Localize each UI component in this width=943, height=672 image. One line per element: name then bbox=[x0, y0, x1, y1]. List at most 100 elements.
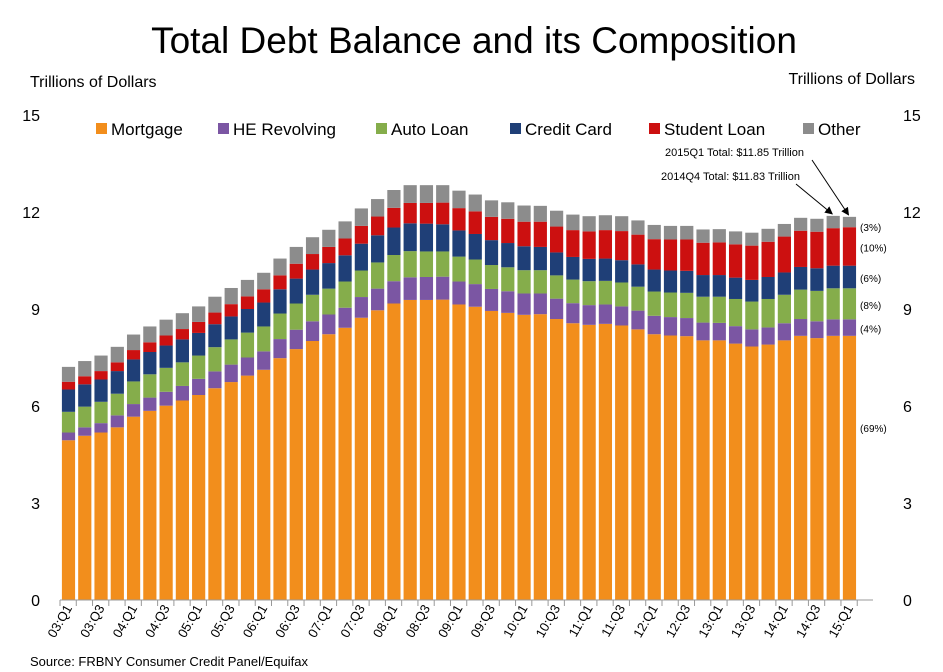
bar-segment-student-loan bbox=[159, 335, 173, 346]
bar-segment-other bbox=[680, 225, 694, 240]
bar-segment-student-loan bbox=[371, 216, 385, 236]
bar-segment-he-revolving bbox=[419, 276, 434, 300]
x-tick-label: 14:Q3 bbox=[793, 602, 824, 640]
bar-segment-student-loan bbox=[387, 207, 401, 228]
bar-stack-06:Q4 bbox=[305, 237, 320, 600]
legend-swatch bbox=[218, 123, 229, 134]
x-tick-label: 03:Q1 bbox=[44, 602, 75, 640]
bar-segment-mortgage bbox=[566, 323, 580, 600]
bar-segment-he-revolving bbox=[192, 378, 206, 396]
bar-segment-other bbox=[761, 228, 775, 242]
bar-stack-15:Q1 bbox=[842, 216, 857, 600]
bar-segment-mortgage bbox=[126, 416, 141, 600]
bar-segment-credit-card bbox=[761, 276, 775, 299]
bar-segment-he-revolving bbox=[257, 351, 271, 370]
bar-segment-mortgage bbox=[517, 314, 531, 600]
left-y-tick-label: 15 bbox=[22, 108, 40, 125]
legend-swatch bbox=[96, 123, 107, 134]
x-tick-label: 05:Q3 bbox=[207, 602, 238, 640]
bar-segment-mortgage bbox=[631, 329, 645, 600]
total-annotations: 2015Q1 Total: $11.85 Trillion 2014Q4 Tota… bbox=[661, 147, 850, 216]
bar-segment-mortgage bbox=[810, 338, 824, 600]
bar-segment-credit-card bbox=[550, 252, 564, 276]
bar-segment-he-revolving bbox=[533, 293, 547, 315]
bar-segment-auto-loan bbox=[712, 296, 726, 323]
bar-segment-credit-card bbox=[387, 227, 401, 255]
bar-segment-auto-loan bbox=[517, 270, 531, 294]
bar-segment-credit-card bbox=[338, 255, 352, 282]
bar-segment-mortgage bbox=[387, 303, 401, 600]
bar-segment-student-loan bbox=[452, 208, 466, 231]
bar-segment-credit-card bbox=[192, 332, 206, 356]
legend-swatch bbox=[376, 123, 387, 134]
bar-stack-13:Q2 bbox=[728, 231, 743, 600]
bar-stack-03:Q1 bbox=[61, 366, 76, 600]
bar-stack-06:Q1 bbox=[257, 272, 271, 600]
share-label-auto-loan: (8%) bbox=[860, 301, 881, 312]
bar-segment-credit-card bbox=[647, 269, 661, 292]
bar-segment-credit-card bbox=[680, 270, 694, 293]
bar-segment-student-loan bbox=[175, 329, 189, 340]
bar-segment-other bbox=[289, 246, 303, 264]
bar-segment-auto-loan bbox=[484, 265, 499, 289]
bar-segment-student-loan bbox=[143, 342, 157, 352]
right-y-tick-label: 3 bbox=[903, 496, 912, 513]
bar-segment-student-loan bbox=[842, 227, 857, 266]
bar-segment-credit-card bbox=[289, 278, 303, 304]
bar-segment-he-revolving bbox=[468, 284, 482, 307]
bar-segment-mortgage bbox=[322, 334, 336, 600]
bar-segment-student-loan bbox=[419, 202, 434, 224]
bar-segment-mortgage bbox=[94, 432, 108, 600]
bar-segment-other bbox=[533, 205, 547, 222]
bar-segment-auto-loan bbox=[777, 294, 791, 324]
bar-stack-14:Q2 bbox=[794, 217, 808, 600]
bar-segment-he-revolving bbox=[126, 404, 141, 417]
bar-segment-student-loan bbox=[273, 275, 287, 290]
bar-segment-other bbox=[78, 361, 92, 377]
bar-segment-other bbox=[777, 223, 791, 237]
bar-segment-mortgage bbox=[354, 317, 368, 600]
bar-segment-mortgage bbox=[419, 299, 434, 600]
bar-stack-05:Q4 bbox=[240, 279, 255, 600]
bar-stack-13:Q4 bbox=[761, 228, 775, 600]
bar-segment-other bbox=[403, 185, 417, 203]
bar-segment-student-loan bbox=[289, 263, 303, 279]
bar-segment-student-loan bbox=[550, 226, 564, 253]
bar-segment-credit-card bbox=[61, 389, 76, 412]
bar-segment-mortgage bbox=[484, 310, 499, 600]
bar-segment-mortgage bbox=[728, 343, 743, 600]
bar-segment-he-revolving bbox=[566, 303, 580, 324]
bar-segment-credit-card bbox=[615, 260, 629, 283]
bar-segment-he-revolving bbox=[289, 329, 303, 350]
bar-segment-he-revolving bbox=[436, 276, 450, 300]
bar-segment-auto-loan bbox=[647, 291, 661, 316]
bar-segment-he-revolving bbox=[354, 297, 368, 318]
bar-segment-credit-card bbox=[371, 235, 385, 263]
bar-segment-other bbox=[663, 225, 678, 240]
x-tick-label: 06:Q3 bbox=[272, 602, 303, 640]
bar-segment-mortgage bbox=[712, 340, 726, 600]
bar-segment-credit-card bbox=[826, 265, 840, 289]
legend-swatch bbox=[803, 123, 814, 134]
bar-stack-13:Q1 bbox=[712, 229, 726, 600]
share-label-other: (3%) bbox=[860, 223, 881, 234]
bar-segment-other bbox=[338, 221, 352, 239]
left-y-tick-label: 3 bbox=[31, 496, 40, 513]
bar-segment-student-loan bbox=[663, 239, 678, 271]
bar-stack-14:Q1 bbox=[777, 223, 791, 600]
bar-stack-08:Q1 bbox=[387, 190, 401, 600]
x-tick-label: 11:Q1 bbox=[566, 602, 596, 639]
x-tick-label: 15:Q1 bbox=[825, 602, 856, 640]
bar-segment-he-revolving bbox=[175, 385, 189, 401]
x-tick-label: 03:Q3 bbox=[77, 602, 108, 640]
legend-item-student-loan: Student Loan bbox=[649, 120, 765, 139]
bar-segment-mortgage bbox=[240, 375, 255, 600]
bar-segment-credit-card bbox=[501, 243, 515, 268]
bar-segment-credit-card bbox=[257, 302, 271, 327]
bar-segment-mortgage bbox=[208, 388, 222, 600]
bar-segment-credit-card bbox=[322, 263, 336, 289]
x-tick-label: 08:Q3 bbox=[402, 602, 433, 640]
chart-title: Total Debt Balance and its Composition bbox=[151, 20, 797, 61]
bar-segment-he-revolving bbox=[240, 357, 255, 376]
